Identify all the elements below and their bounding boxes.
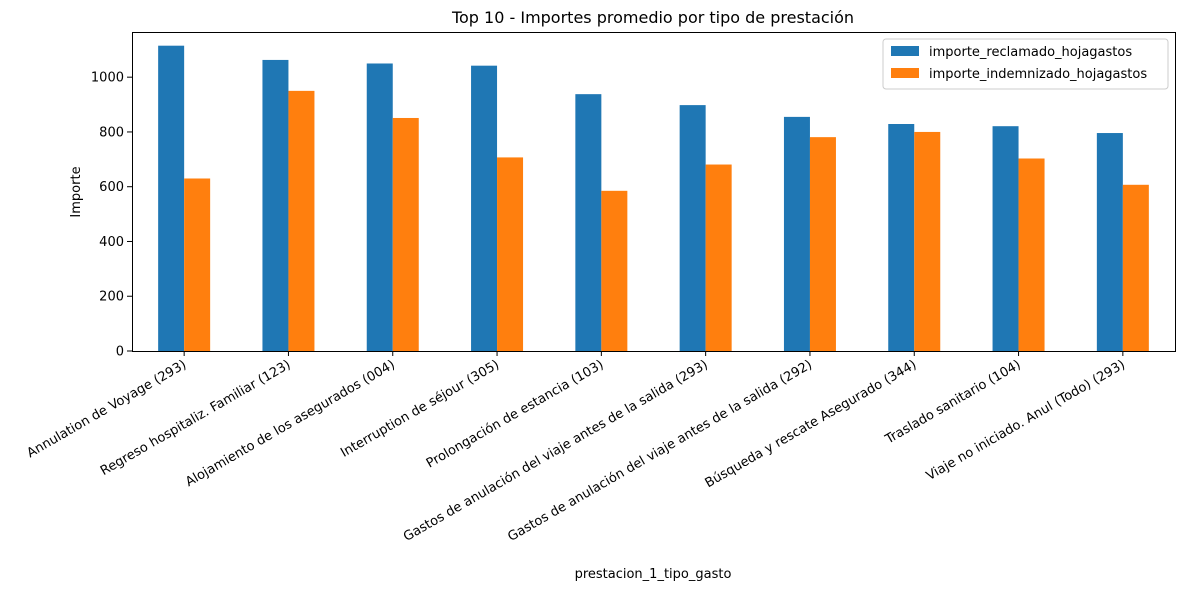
legend: importe_reclamado_hojagastos importe_inde… <box>882 38 1169 90</box>
bar <box>783 116 810 351</box>
y-tick-label: 600 <box>99 180 124 195</box>
x-tick-label: Annulation de Voyage (293) <box>25 357 190 461</box>
x-axis: Annulation de Voyage (293)Regreso hospit… <box>25 351 1128 545</box>
legend-swatch <box>891 46 919 56</box>
x-tick-label: Regreso hospitaliz. Familiar (123) <box>98 357 293 478</box>
plot-frame <box>132 32 1176 352</box>
bar <box>288 90 315 351</box>
x-axis-label: prestacion_1_tipo_gasto <box>575 567 732 582</box>
bar <box>1122 184 1149 351</box>
legend-swatch <box>891 68 919 78</box>
y-tick-label: 400 <box>99 235 124 250</box>
bar <box>575 94 602 352</box>
bar <box>809 137 836 351</box>
bar <box>471 65 498 352</box>
bar <box>992 126 1019 351</box>
x-tick-label: Prolongación de estancia (103) <box>424 357 606 471</box>
bar <box>262 59 289 351</box>
y-axis: 0 200 400 600 800 1000 <box>91 71 132 360</box>
bar <box>914 131 941 351</box>
bar <box>366 63 393 352</box>
x-tick-label: Búsqueda y rescate Asegurado (344) <box>703 357 920 491</box>
bar <box>497 157 524 351</box>
x-tick-label: Alojamiento de los asegurados (004) <box>183 357 398 490</box>
y-tick-label: 0 <box>116 345 124 360</box>
bar <box>679 105 706 352</box>
bar <box>601 190 628 351</box>
y-tick-label: 1000 <box>91 71 124 86</box>
legend-label: importe_reclamado_hojagastos <box>929 45 1132 60</box>
x-tick-label: Viaje no iniciado. Anul (Todo) (293) <box>924 357 1128 483</box>
legend-label: importe_indemnizado_hojagastos <box>929 67 1147 82</box>
bar <box>888 124 915 351</box>
bar <box>184 178 211 351</box>
bar <box>705 164 732 351</box>
chart-title: Top 10 - Importes promedio por tipo de p… <box>451 8 854 27</box>
y-tick-label: 800 <box>99 125 124 140</box>
bar <box>1018 158 1045 351</box>
y-tick-label: 200 <box>99 290 124 305</box>
bar <box>158 45 185 352</box>
y-axis-label: Importe <box>69 166 84 217</box>
legend-frame <box>882 38 1169 90</box>
bar <box>392 117 419 351</box>
bars-group <box>158 45 1149 352</box>
bar <box>1096 133 1123 351</box>
